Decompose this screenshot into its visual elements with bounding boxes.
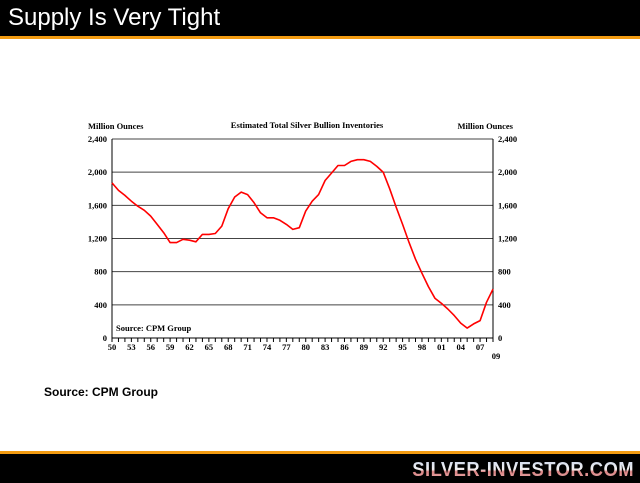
x-tick-label: 68 — [224, 342, 233, 352]
y-tick-label-right: 0 — [498, 333, 502, 343]
y-tick-label-left: 400 — [94, 300, 107, 310]
x-tick-label: 74 — [263, 342, 272, 352]
x-tick-label: 65 — [205, 342, 214, 352]
y-tick-label-left: 1,600 — [88, 200, 107, 210]
footer-bar: SILVER-INVESTOR.COM — [0, 451, 640, 483]
y-label-right: Million Ounces — [458, 121, 514, 131]
x-tick-label: 89 — [360, 342, 369, 352]
slide-title: Supply Is Very Tight — [8, 4, 221, 31]
x-tick-label: 92 — [379, 342, 388, 352]
y-tick-label-right: 1,200 — [498, 234, 517, 244]
x-tick-label: 83 — [321, 342, 330, 352]
y-tick-label-right: 400 — [498, 300, 511, 310]
x-tick-label: 50 — [108, 342, 117, 352]
title-bar: Supply Is Very Tight — [0, 0, 640, 39]
y-tick-label-right: 800 — [498, 267, 511, 277]
chart-title: Estimated Total Silver Bullion Inventori… — [231, 120, 384, 130]
x-tick-label: 86 — [340, 342, 349, 352]
y-label-left: Million Ounces — [88, 121, 144, 131]
y-tick-label-right: 2,400 — [498, 134, 517, 144]
y-tick-label-left: 0 — [103, 333, 107, 343]
x-tick-label: 01 — [437, 342, 446, 352]
x-tick-label: 53 — [127, 342, 136, 352]
inventory-series-line — [111, 158, 494, 329]
y-tick-label-left: 1,200 — [88, 234, 107, 244]
x-tick-label: 59 — [166, 342, 175, 352]
x-tick-label: 71 — [243, 342, 252, 352]
y-tick-label-left: 2,400 — [88, 134, 107, 144]
x-tick-label: 09 — [492, 351, 501, 361]
y-tick-label-right: 1,600 — [498, 200, 517, 210]
x-tick-label: 04 — [456, 342, 465, 352]
x-tick-label: 98 — [418, 342, 427, 352]
y-tick-label-left: 800 — [94, 267, 107, 277]
x-tick-label: 80 — [301, 342, 310, 352]
x-tick-label: 77 — [282, 342, 291, 352]
y-tick-label-left: 2,000 — [88, 167, 107, 177]
x-tick-label: 62 — [185, 342, 194, 352]
brand-logo: SILVER-INVESTOR.COM — [412, 459, 634, 481]
inner-source: Source: CPM Group — [116, 323, 192, 333]
x-tick-label: 56 — [146, 342, 155, 352]
x-tick-label: 95 — [398, 342, 407, 352]
source-note: Source: CPM Group — [44, 385, 159, 399]
y-tick-label-right: 2,000 — [498, 167, 517, 177]
x-tick-label: 07 — [476, 342, 485, 352]
